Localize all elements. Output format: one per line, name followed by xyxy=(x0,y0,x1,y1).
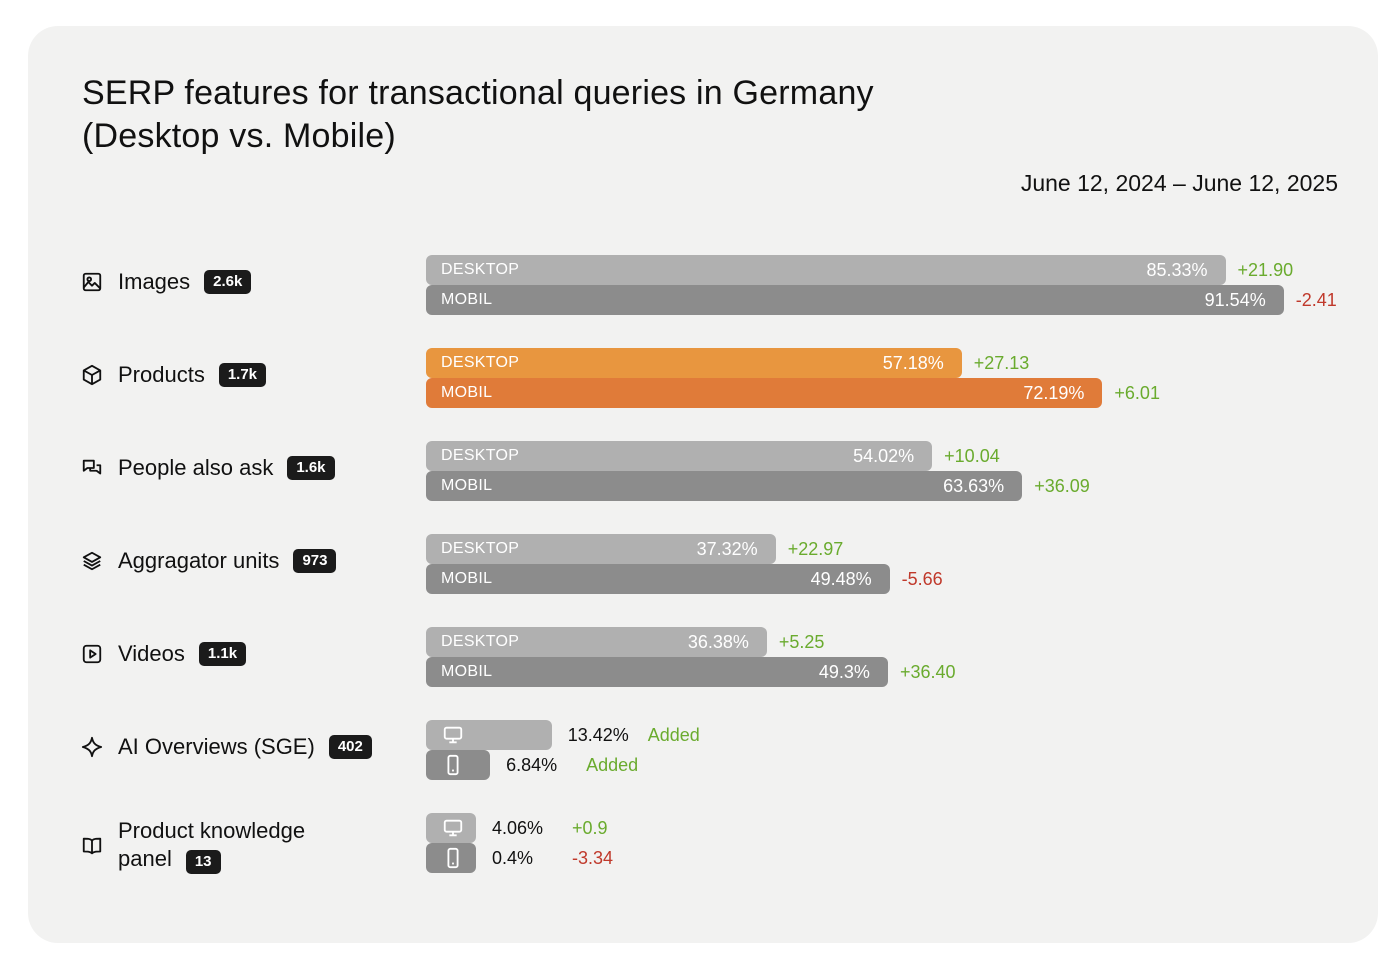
value-label: 49.48% xyxy=(810,569,872,589)
count-badge: 973 xyxy=(293,549,337,573)
delta-label-desktop-ai-overviews-sge: Added xyxy=(647,725,700,745)
series-label: MOBIL xyxy=(441,384,493,401)
mobile-bar-ai-overviews-sge xyxy=(426,750,491,780)
series-label: DESKTOP xyxy=(441,261,520,278)
value-label: 49.3% xyxy=(818,662,870,682)
chart-title-line-1: SERP features for transactional queries … xyxy=(82,74,874,112)
desktop-bar-videos: DESKTOP 36.38% xyxy=(426,627,767,657)
category-label-product-knowledge-panel: Product knowledge panel 13 xyxy=(80,817,305,874)
mobile-bar-products: MOBIL 72.19% xyxy=(426,378,1103,408)
desktop-icon xyxy=(442,817,464,839)
series-label: DESKTOP xyxy=(441,633,520,650)
delta-label-mobile-videos: +36.40 xyxy=(899,662,956,682)
category-label-line-2: panel 13 xyxy=(118,845,305,874)
count-badge: 2.6k xyxy=(204,270,252,294)
category-label-text: AI Overviews (SGE) xyxy=(118,734,315,759)
count-badge: 402 xyxy=(328,735,372,759)
date-range: June 12, 2024 – June 12, 2025 xyxy=(1020,170,1338,196)
series-label: MOBIL xyxy=(441,291,493,308)
delta-label-desktop-videos: +5.25 xyxy=(778,632,825,652)
series-label: DESKTOP xyxy=(441,447,520,464)
desktop-bar-people-also-ask: DESKTOP 54.02% xyxy=(426,441,933,471)
value-label: 36.38% xyxy=(687,632,749,652)
mobile-icon xyxy=(442,754,464,776)
delta-label-desktop-images: +21.90 xyxy=(1237,260,1294,280)
value-label: 63.63% xyxy=(943,476,1005,496)
delta-label-mobile-ai-overviews-sge: Added xyxy=(586,755,639,775)
series-label: MOBIL xyxy=(441,570,493,587)
book-icon xyxy=(80,834,104,858)
category-label-people-also-ask: People also ask 1.6k xyxy=(80,455,335,481)
value-label: 85.33% xyxy=(1146,260,1208,280)
mobile-bar-people-also-ask: MOBIL 63.63% xyxy=(426,471,1023,501)
delta-label-mobile-aggragator-units: -5.66 xyxy=(901,569,943,589)
category-label-text: Product knowledge panel 13 xyxy=(118,817,305,874)
category-label-text: Videos xyxy=(118,641,185,666)
desktop-bar-ai-overviews-sge xyxy=(426,720,552,750)
count-badge: 1.6k xyxy=(287,456,335,480)
mobile-bar-images: MOBIL 91.54% xyxy=(426,285,1284,315)
delta-label-desktop-products: +27.13 xyxy=(973,353,1030,373)
chart-title-line-2: (Desktop vs. Mobile) xyxy=(82,117,396,155)
category-label-text: Aggragator units xyxy=(118,548,280,573)
desktop-bar-product-knowledge-panel xyxy=(426,813,476,843)
series-label: DESKTOP xyxy=(441,540,520,557)
desktop-bar-images: DESKTOP 85.33% xyxy=(426,255,1226,285)
category-label-aggragator-units: Aggragator units 973 xyxy=(80,548,337,574)
desktop-bar-products: DESKTOP 57.18% xyxy=(426,348,962,378)
delta-label-mobile-product-knowledge-panel: -3.34 xyxy=(572,848,614,868)
chat-bubbles-icon xyxy=(80,456,104,480)
delta-label-desktop-people-also-ask: +10.04 xyxy=(944,446,1000,466)
series-label: DESKTOP xyxy=(441,354,520,371)
delta-label-mobile-images: -2.41 xyxy=(1295,290,1337,310)
value-label: 54.02% xyxy=(853,446,915,466)
mobile-bar-aggragator-units: MOBIL 49.48% xyxy=(426,564,890,594)
delta-label-mobile-people-also-ask: +36.09 xyxy=(1034,476,1090,496)
play-icon xyxy=(80,642,104,666)
count-badge: 13 xyxy=(185,850,221,874)
cube-icon xyxy=(80,363,104,387)
desktop-bar-aggragator-units: DESKTOP 37.32% xyxy=(426,534,776,564)
value-label: 72.19% xyxy=(1023,383,1085,403)
value-label: 91.54% xyxy=(1204,290,1266,310)
category-label-images: Images 2.6k xyxy=(80,269,252,295)
sparkle-icon xyxy=(80,735,104,759)
category-label-text: Images xyxy=(118,269,191,294)
category-label-text: Products xyxy=(118,362,205,387)
category-label-line-1: Product knowledge xyxy=(118,818,306,843)
value-label: 37.32% xyxy=(696,539,758,559)
series-label: MOBIL xyxy=(441,663,493,680)
value-label-mobile-product-knowledge-panel: 0.4% xyxy=(492,848,534,868)
chart-title: SERP features for transactional queries … xyxy=(82,72,874,158)
desktop-icon xyxy=(442,724,464,746)
delta-label-mobile-products: +6.01 xyxy=(1114,383,1160,403)
count-badge: 1.1k xyxy=(198,642,247,666)
category-label-products: Products 1.7k xyxy=(80,362,267,388)
category-label-ai-overviews-sge: AI Overviews (SGE) 402 xyxy=(80,734,372,760)
delta-label-desktop-product-knowledge-panel: +0.9 xyxy=(572,818,608,838)
value-label-desktop-product-knowledge-panel: 4.06% xyxy=(492,818,544,838)
mobile-bar-product-knowledge-panel xyxy=(426,843,476,873)
value-label-mobile-ai-overviews-sge: 6.84% xyxy=(506,755,558,775)
category-label-videos: Videos 1.1k xyxy=(80,641,247,667)
layers-icon xyxy=(80,549,104,573)
count-badge: 1.7k xyxy=(218,363,267,387)
series-label: MOBIL xyxy=(441,477,493,494)
image-icon xyxy=(80,270,104,294)
value-label-desktop-ai-overviews-sge: 13.42% xyxy=(567,725,629,745)
value-label: 57.18% xyxy=(882,353,944,373)
mobile-bar-videos: MOBIL 49.3% xyxy=(426,657,888,687)
delta-label-desktop-aggragator-units: +22.97 xyxy=(787,539,844,559)
category-label-text: People also ask xyxy=(118,455,274,480)
mobile-icon xyxy=(442,847,464,869)
